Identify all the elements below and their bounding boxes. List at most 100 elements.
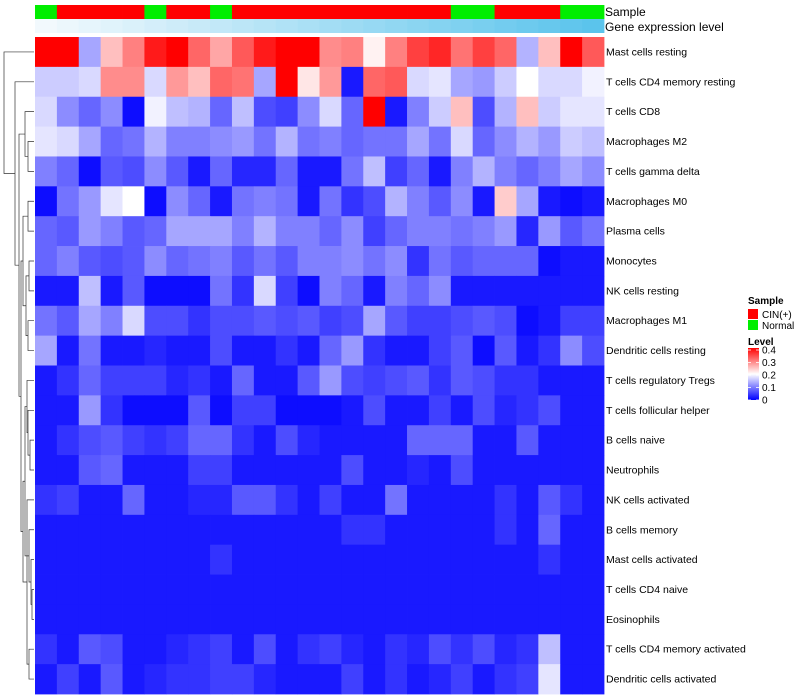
heatmap-cell: [144, 66, 167, 98]
heatmap-cell: [297, 305, 320, 337]
heatmap-cell: [188, 96, 211, 127]
heatmap-cell: [35, 604, 58, 635]
heatmap-cell: [253, 126, 277, 157]
heatmap-cell: [231, 275, 255, 307]
heatmap-cell: [100, 305, 123, 337]
heatmap-cell: [560, 275, 583, 307]
heatmap-cell: [100, 37, 123, 68]
dendrogram-branch: [28, 648, 34, 680]
heatmap-cell: [100, 425, 123, 456]
heatmap-cell: [275, 365, 299, 396]
heatmap-cell: [253, 395, 277, 426]
heatmap-cell: [297, 96, 320, 127]
heatmap-cell: [78, 455, 102, 486]
heatmap-cell: [428, 216, 452, 247]
dendrogram-branch: [22, 215, 28, 307]
dendrogram-branch: [27, 141, 34, 172]
heatmap-cell: [231, 96, 255, 127]
heatmap-cell: [560, 66, 583, 98]
heatmap-cell: [428, 275, 452, 307]
heatmap-cell: [166, 425, 189, 456]
heatmap-cell: [407, 425, 430, 456]
heatmap-cell: [385, 305, 408, 337]
gene-expression-cell: [516, 19, 539, 33]
heatmap-cell: [582, 156, 605, 187]
heatmap-cell: [319, 544, 342, 575]
dendrogram-branch: [27, 409, 34, 456]
heatmap-cell: [253, 186, 277, 217]
heatmap-cell: [188, 216, 211, 247]
legend-label-normal: Normal: [762, 321, 794, 332]
heatmap-cell: [516, 395, 539, 426]
heatmap-cell: [407, 186, 430, 217]
heatmap-cell: [166, 66, 189, 98]
sample-annotation-cell: [582, 5, 605, 19]
heatmap-cell: [363, 66, 386, 98]
heatmap-cell: [319, 126, 342, 157]
heatmap-cell: [122, 66, 145, 98]
heatmap-cell: [516, 574, 539, 605]
row-label-macrophages-m1: Macrophages M1: [606, 315, 687, 327]
heatmap-cell: [428, 66, 452, 98]
dendrogram-branch: [31, 589, 34, 620]
heatmap-cell: [35, 514, 58, 546]
heatmap-cell: [538, 305, 561, 337]
sample-annotation-cell: [560, 5, 583, 19]
heatmap-cell: [560, 664, 583, 695]
heatmap-cell: [100, 664, 123, 695]
heatmap-cell: [450, 484, 474, 516]
row-label-neutrophils: Neutrophils: [606, 465, 659, 477]
heatmap-cell: [188, 365, 211, 396]
heatmap-cell: [450, 305, 474, 337]
heatmap-cell: [363, 514, 386, 546]
heatmap-cell: [100, 335, 123, 366]
heatmap-cell: [407, 514, 430, 546]
row-label-plasma-cells: Plasma cells: [606, 226, 665, 238]
gene-expression-cell: [341, 19, 364, 33]
heatmap-cell: [494, 395, 517, 426]
heatmap-cell: [341, 126, 364, 157]
heatmap-cell: [428, 365, 452, 396]
heatmap-cell: [56, 37, 80, 68]
heatmap-cell: [319, 395, 342, 426]
heatmap-cell: [560, 246, 583, 277]
gene-expression-cell: [319, 19, 342, 33]
heatmap-cell: [188, 634, 211, 665]
heatmap-cell: [385, 186, 408, 217]
heatmap-cell: [297, 514, 320, 546]
heatmap-cell: [35, 574, 58, 605]
heatmap-cell: [275, 96, 299, 127]
heatmap-cell: [210, 335, 233, 366]
heatmap-cell: [297, 455, 320, 486]
heatmap-cell: [538, 246, 561, 277]
heatmap-cell: [275, 425, 299, 456]
heatmap-cell: [253, 216, 277, 247]
heatmap-cell: [78, 126, 102, 157]
heatmap-cells: [35, 37, 605, 695]
heatmap-cell: [275, 574, 299, 605]
heatmap-cell: [385, 275, 408, 307]
heatmap-cell: [56, 514, 80, 546]
heatmap-cell: [253, 484, 277, 516]
row-label-t-cells-cd8: T cells CD8: [606, 106, 660, 118]
heatmap-cell: [253, 634, 277, 665]
level-tick-label: 0.4: [762, 346, 776, 357]
row-label-t-cells-cd4-memory-resting: T cells CD4 memory resting: [606, 76, 735, 88]
heatmap-cell: [582, 664, 605, 695]
heatmap-cell: [100, 604, 123, 635]
heatmap-cell: [188, 664, 211, 695]
legend-label-cin: CIN(+): [762, 310, 792, 321]
heatmap-cell: [385, 514, 408, 546]
heatmap-cell: [582, 335, 605, 366]
level-colorbar: Level 0.40.3 0.20.1 0: [748, 337, 776, 407]
heatmap-cell: [253, 425, 277, 456]
heatmap-cell: [516, 66, 539, 98]
heatmap-cell: [166, 604, 189, 635]
heatmap-cell: [428, 156, 452, 187]
heatmap-cell: [450, 574, 474, 605]
heatmap-cell: [428, 425, 452, 456]
row-label-t-cells-cd4-memory-activated: T cells CD4 memory activated: [606, 644, 746, 656]
heatmap-cell: [560, 634, 583, 665]
heatmap-cell: [363, 216, 386, 247]
